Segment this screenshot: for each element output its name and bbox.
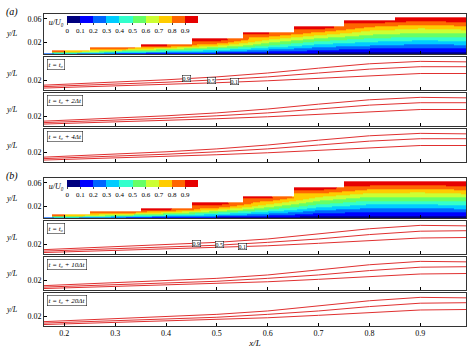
svg-text:t = t₀ + 2Δt: t = t₀ + 2Δt xyxy=(49,97,82,105)
svg-text:0.6: 0.6 xyxy=(141,27,150,35)
svg-text:0.4: 0.4 xyxy=(161,329,171,338)
svg-text:0.02: 0.02 xyxy=(28,38,42,47)
svg-text:0.8: 0.8 xyxy=(364,329,374,338)
svg-text:0.5: 0.5 xyxy=(128,191,137,199)
svg-text:0.7: 0.7 xyxy=(155,27,164,35)
svg-text:0.1: 0.1 xyxy=(239,244,247,250)
svg-text:0.5: 0.5 xyxy=(208,78,216,84)
svg-text:0.02: 0.02 xyxy=(28,112,42,121)
svg-text:t = t₀ + 20Δt: t = t₀ + 20Δt xyxy=(49,297,86,305)
svg-text:0.02: 0.02 xyxy=(28,76,42,85)
svg-text:0.8: 0.8 xyxy=(168,191,177,199)
svg-text:t = t₀ + 4Δt: t = t₀ + 4Δt xyxy=(49,133,82,141)
svg-text:0.9: 0.9 xyxy=(181,27,190,35)
svg-text:0.02: 0.02 xyxy=(28,240,42,249)
svg-text:x/L: x/L xyxy=(248,338,261,348)
svg-text:u/U₀: u/U₀ xyxy=(49,182,64,191)
svg-text:0.3: 0.3 xyxy=(102,191,111,199)
svg-text:y/L: y/L xyxy=(6,233,18,242)
svg-text:(b): (b) xyxy=(6,170,18,182)
svg-text:0.1: 0.1 xyxy=(231,79,239,85)
svg-text:y/L: y/L xyxy=(6,29,18,38)
svg-text:0.4: 0.4 xyxy=(115,27,124,35)
svg-text:0.1: 0.1 xyxy=(76,191,85,199)
svg-text:0.5: 0.5 xyxy=(216,242,224,248)
svg-text:0.2: 0.2 xyxy=(89,27,98,35)
svg-text:0.9: 0.9 xyxy=(183,76,191,82)
svg-text:0.6: 0.6 xyxy=(141,191,150,199)
svg-text:u/U₀: u/U₀ xyxy=(49,18,64,27)
svg-text:0.7: 0.7 xyxy=(314,329,324,338)
svg-text:y/L: y/L xyxy=(6,69,18,78)
svg-text:0: 0 xyxy=(65,191,69,199)
svg-text:0.9: 0.9 xyxy=(193,241,201,247)
svg-text:0.3: 0.3 xyxy=(110,329,120,338)
svg-text:(a): (a) xyxy=(6,6,18,18)
svg-text:0.4: 0.4 xyxy=(115,191,124,199)
svg-text:t = t₀ + 10Δt: t = t₀ + 10Δt xyxy=(49,261,86,269)
svg-text:0.06: 0.06 xyxy=(28,179,42,188)
svg-text:0.5: 0.5 xyxy=(128,27,137,35)
svg-text:0.1: 0.1 xyxy=(76,27,85,35)
svg-text:0.9: 0.9 xyxy=(181,191,190,199)
svg-text:0.06: 0.06 xyxy=(28,15,42,24)
svg-text:0.8: 0.8 xyxy=(168,27,177,35)
svg-text:0.2: 0.2 xyxy=(59,329,69,338)
svg-text:y/L: y/L xyxy=(6,194,18,203)
svg-text:t = t₀: t = t₀ xyxy=(49,225,64,233)
svg-text:0.9: 0.9 xyxy=(415,329,425,338)
svg-text:0.5: 0.5 xyxy=(212,329,222,338)
svg-text:y/L: y/L xyxy=(6,305,18,314)
svg-text:y/L: y/L xyxy=(6,141,18,150)
svg-text:0.3: 0.3 xyxy=(102,27,111,35)
svg-text:y/L: y/L xyxy=(6,105,18,114)
svg-text:0.02: 0.02 xyxy=(28,148,42,157)
svg-text:0.7: 0.7 xyxy=(155,191,164,199)
svg-text:0.02: 0.02 xyxy=(28,276,42,285)
svg-text:0.2: 0.2 xyxy=(89,191,98,199)
svg-text:0: 0 xyxy=(65,27,69,35)
svg-text:0.02: 0.02 xyxy=(28,202,42,211)
svg-text:t = t₀: t = t₀ xyxy=(49,61,64,69)
svg-text:0.6: 0.6 xyxy=(263,329,273,338)
svg-text:0.02: 0.02 xyxy=(28,312,42,321)
svg-text:y/L: y/L xyxy=(6,269,18,278)
